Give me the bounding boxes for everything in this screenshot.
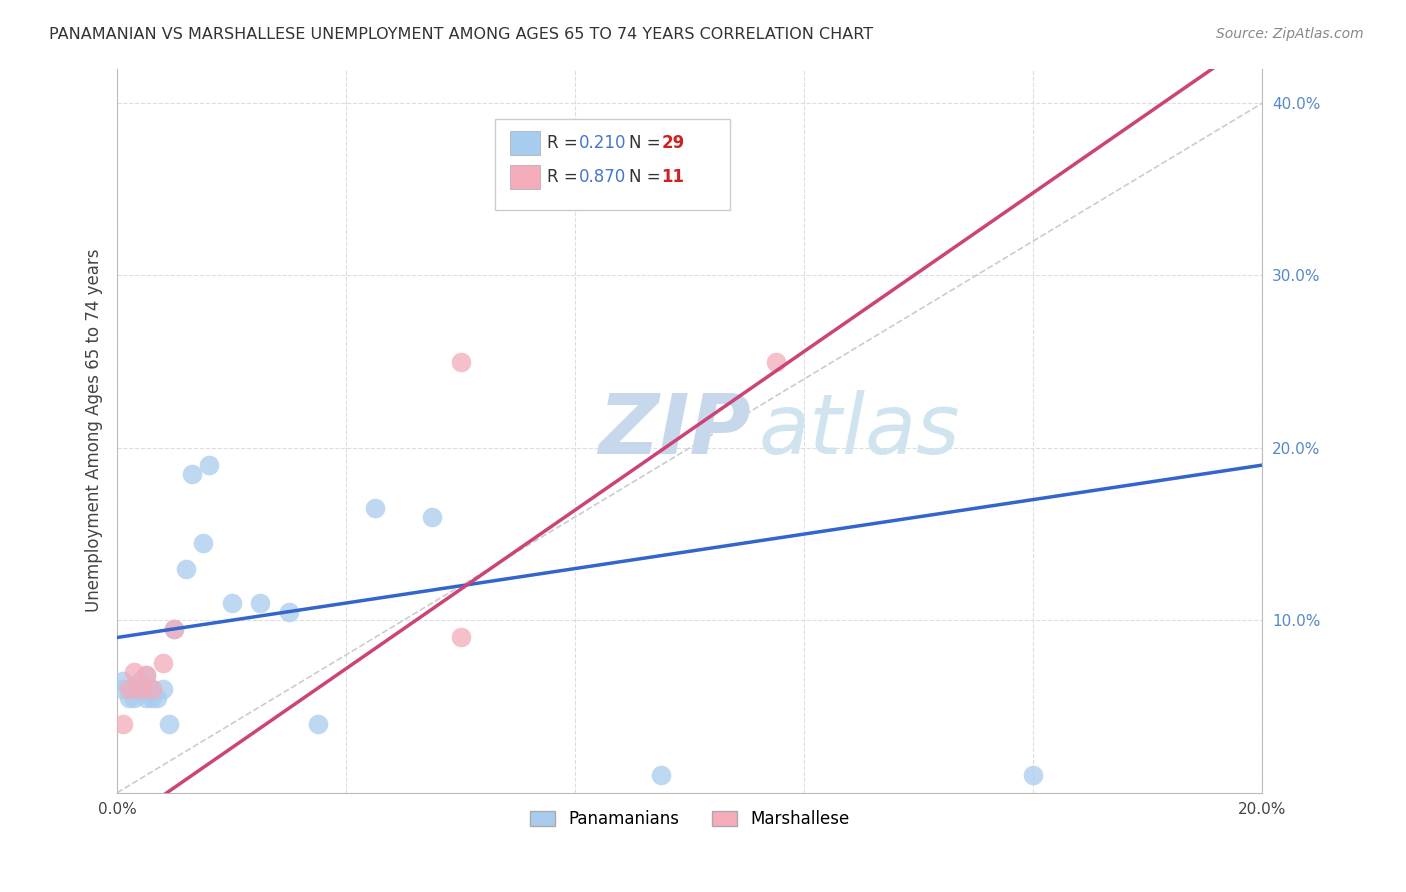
Text: 0.870: 0.870 bbox=[579, 168, 626, 186]
Point bbox=[278, 605, 301, 619]
Point bbox=[152, 682, 174, 697]
FancyBboxPatch shape bbox=[510, 131, 540, 155]
Point bbox=[135, 668, 157, 682]
Point bbox=[249, 596, 271, 610]
Text: R =: R = bbox=[547, 134, 582, 153]
Point bbox=[191, 535, 214, 549]
Text: PANAMANIAN VS MARSHALLESE UNEMPLOYMENT AMONG AGES 65 TO 74 YEARS CORRELATION CHA: PANAMANIAN VS MARSHALLESE UNEMPLOYMENT A… bbox=[49, 27, 873, 42]
Point bbox=[124, 682, 146, 697]
Text: 0.210: 0.210 bbox=[579, 134, 626, 153]
Point bbox=[307, 716, 329, 731]
Point bbox=[174, 561, 197, 575]
Point bbox=[450, 354, 472, 368]
Point bbox=[117, 690, 139, 705]
Point bbox=[141, 682, 163, 697]
Text: atlas: atlas bbox=[759, 390, 960, 471]
Point bbox=[221, 596, 243, 610]
Point bbox=[765, 354, 787, 368]
Text: N =: N = bbox=[628, 134, 666, 153]
FancyBboxPatch shape bbox=[495, 120, 730, 210]
Point bbox=[124, 665, 146, 679]
Point bbox=[450, 631, 472, 645]
Point bbox=[180, 467, 202, 481]
Point bbox=[146, 690, 169, 705]
Point bbox=[1022, 768, 1045, 782]
Point bbox=[117, 682, 139, 697]
FancyBboxPatch shape bbox=[510, 165, 540, 189]
Legend: Panamanians, Marshallese: Panamanians, Marshallese bbox=[523, 804, 856, 835]
Text: N =: N = bbox=[628, 168, 666, 186]
Text: Source: ZipAtlas.com: Source: ZipAtlas.com bbox=[1216, 27, 1364, 41]
Point bbox=[135, 690, 157, 705]
Point bbox=[111, 673, 134, 688]
Point bbox=[129, 682, 152, 697]
Point bbox=[364, 501, 387, 516]
Text: R =: R = bbox=[547, 168, 582, 186]
Point bbox=[111, 716, 134, 731]
Point bbox=[157, 716, 180, 731]
Point bbox=[135, 682, 157, 697]
Y-axis label: Unemployment Among Ages 65 to 74 years: Unemployment Among Ages 65 to 74 years bbox=[86, 249, 103, 612]
Text: 11: 11 bbox=[661, 168, 685, 186]
Point bbox=[163, 622, 186, 636]
Point bbox=[129, 673, 152, 688]
Text: ZIP: ZIP bbox=[598, 390, 751, 471]
Point bbox=[124, 690, 146, 705]
Point bbox=[111, 682, 134, 697]
Point bbox=[650, 768, 672, 782]
Point bbox=[152, 657, 174, 671]
Point bbox=[129, 682, 152, 697]
Point bbox=[420, 509, 443, 524]
Point bbox=[163, 622, 186, 636]
Point bbox=[141, 690, 163, 705]
Point bbox=[198, 458, 221, 472]
Text: 29: 29 bbox=[661, 134, 685, 153]
Point bbox=[117, 682, 139, 697]
Point bbox=[141, 682, 163, 697]
Point bbox=[135, 668, 157, 682]
